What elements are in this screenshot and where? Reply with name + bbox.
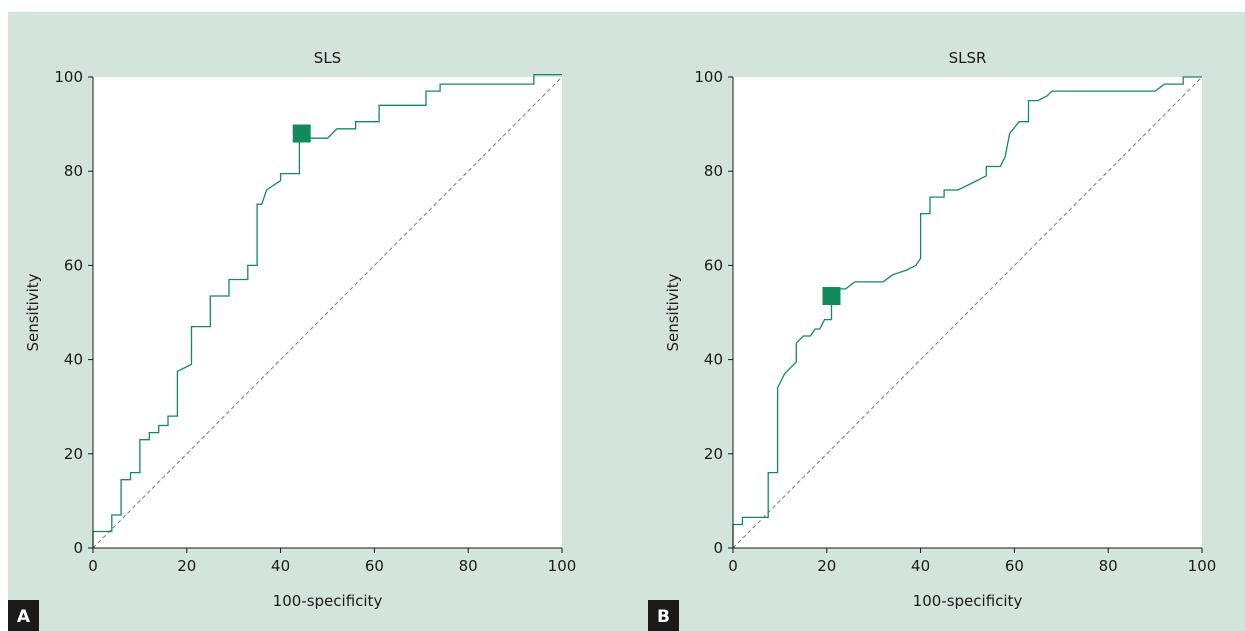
panel-tag-label: B <box>657 607 670 627</box>
plot-marks <box>732 76 1203 549</box>
figure: SLS 0 20 40 60 80 100 0 20 40 60 80 100 100-specifi… <box>8 12 1245 631</box>
x-axis-label: 100-specificity <box>913 592 1023 610</box>
cutoff-marker <box>292 124 311 143</box>
x-tick-label: 100 <box>1188 557 1217 575</box>
y-tick-label: 60 <box>64 256 83 274</box>
y-axis-label: Sensitivity <box>664 273 682 351</box>
panel-tag-label: A <box>17 607 31 627</box>
y-tick-label: 100 <box>694 68 723 86</box>
panel-a: SLS 0 20 40 60 80 100 0 20 40 60 80 100 100-specifi… <box>8 49 576 631</box>
axis-ticks: 0 20 40 60 80 100 0 20 40 60 80 100 <box>54 68 576 575</box>
panel-tag <box>648 600 679 631</box>
panel-title: SLS <box>314 49 341 67</box>
y-tick-label: 20 <box>64 445 83 463</box>
x-axis-label: 100-specificity <box>273 592 383 610</box>
panel-b: SLSR 0 20 40 60 80 100 0 20 40 60 80 100 100-specif… <box>648 49 1216 631</box>
x-tick-label: 0 <box>88 557 98 575</box>
y-tick-label: 40 <box>704 351 723 369</box>
axis-ticks: 0 20 40 60 80 100 0 20 40 60 80 100 <box>694 68 1216 575</box>
y-tick-label: 20 <box>704 445 723 463</box>
x-tick-label: 60 <box>1005 557 1024 575</box>
roc-curve <box>732 76 1202 548</box>
y-tick-label: 0 <box>713 539 723 557</box>
y-tick-label: 100 <box>54 68 83 86</box>
x-tick-label: 100 <box>548 557 577 575</box>
y-tick-label: 0 <box>73 539 83 557</box>
y-tick-label: 80 <box>64 162 83 180</box>
y-axis-label: Sensitivity <box>24 273 42 351</box>
x-tick-label: 40 <box>271 557 290 575</box>
x-tick-label: 80 <box>459 557 478 575</box>
y-tick-label: 40 <box>64 351 83 369</box>
reference-diagonal <box>732 76 1203 549</box>
roc-curve <box>92 73 562 548</box>
x-tick-label: 60 <box>365 557 384 575</box>
x-tick-label: 80 <box>1099 557 1118 575</box>
y-tick-label: 60 <box>704 256 723 274</box>
x-tick-label: 0 <box>728 557 738 575</box>
x-tick-label: 20 <box>817 557 836 575</box>
x-tick-label: 40 <box>911 557 930 575</box>
x-tick-label: 20 <box>177 557 196 575</box>
panel-title: SLSR <box>949 49 987 67</box>
panel-tag <box>8 600 39 631</box>
cutoff-marker <box>822 287 841 306</box>
y-tick-label: 80 <box>704 162 723 180</box>
reference-diagonal <box>92 76 563 549</box>
figure-canvas: SLS 0 20 40 60 80 100 0 20 40 60 80 100 100-specifi… <box>8 49 1216 631</box>
plot-marks <box>92 73 563 549</box>
